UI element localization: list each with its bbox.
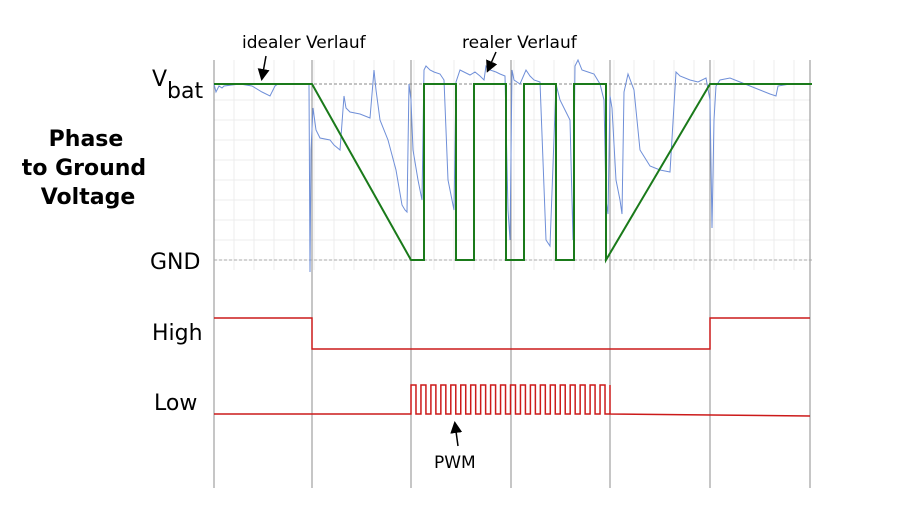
ideal-arrow — [257, 55, 270, 81]
high-signal-trace — [214, 317, 810, 350]
low-label: Low — [154, 391, 197, 416]
gnd-label: GND — [150, 250, 200, 275]
vbat-label-sub: bat — [167, 79, 203, 104]
real-trace — [213, 58, 812, 273]
low-signal-trace — [214, 384, 811, 417]
pwm-label: PWM — [434, 453, 476, 473]
title-line-1: Phase — [49, 127, 124, 152]
pwm-arrow — [450, 421, 463, 447]
real-arrow — [486, 51, 498, 73]
ideal-trace — [214, 83, 812, 264]
title-line-2: to Ground — [22, 156, 146, 181]
major-grid — [213, 60, 811, 488]
title-line-3: Voltage — [41, 185, 136, 210]
vbat-label-main: V — [152, 67, 167, 92]
real-label: realer Verlauf — [462, 33, 578, 53]
ideal-label: idealer Verlauf — [242, 33, 367, 53]
high-label: High — [152, 321, 203, 346]
